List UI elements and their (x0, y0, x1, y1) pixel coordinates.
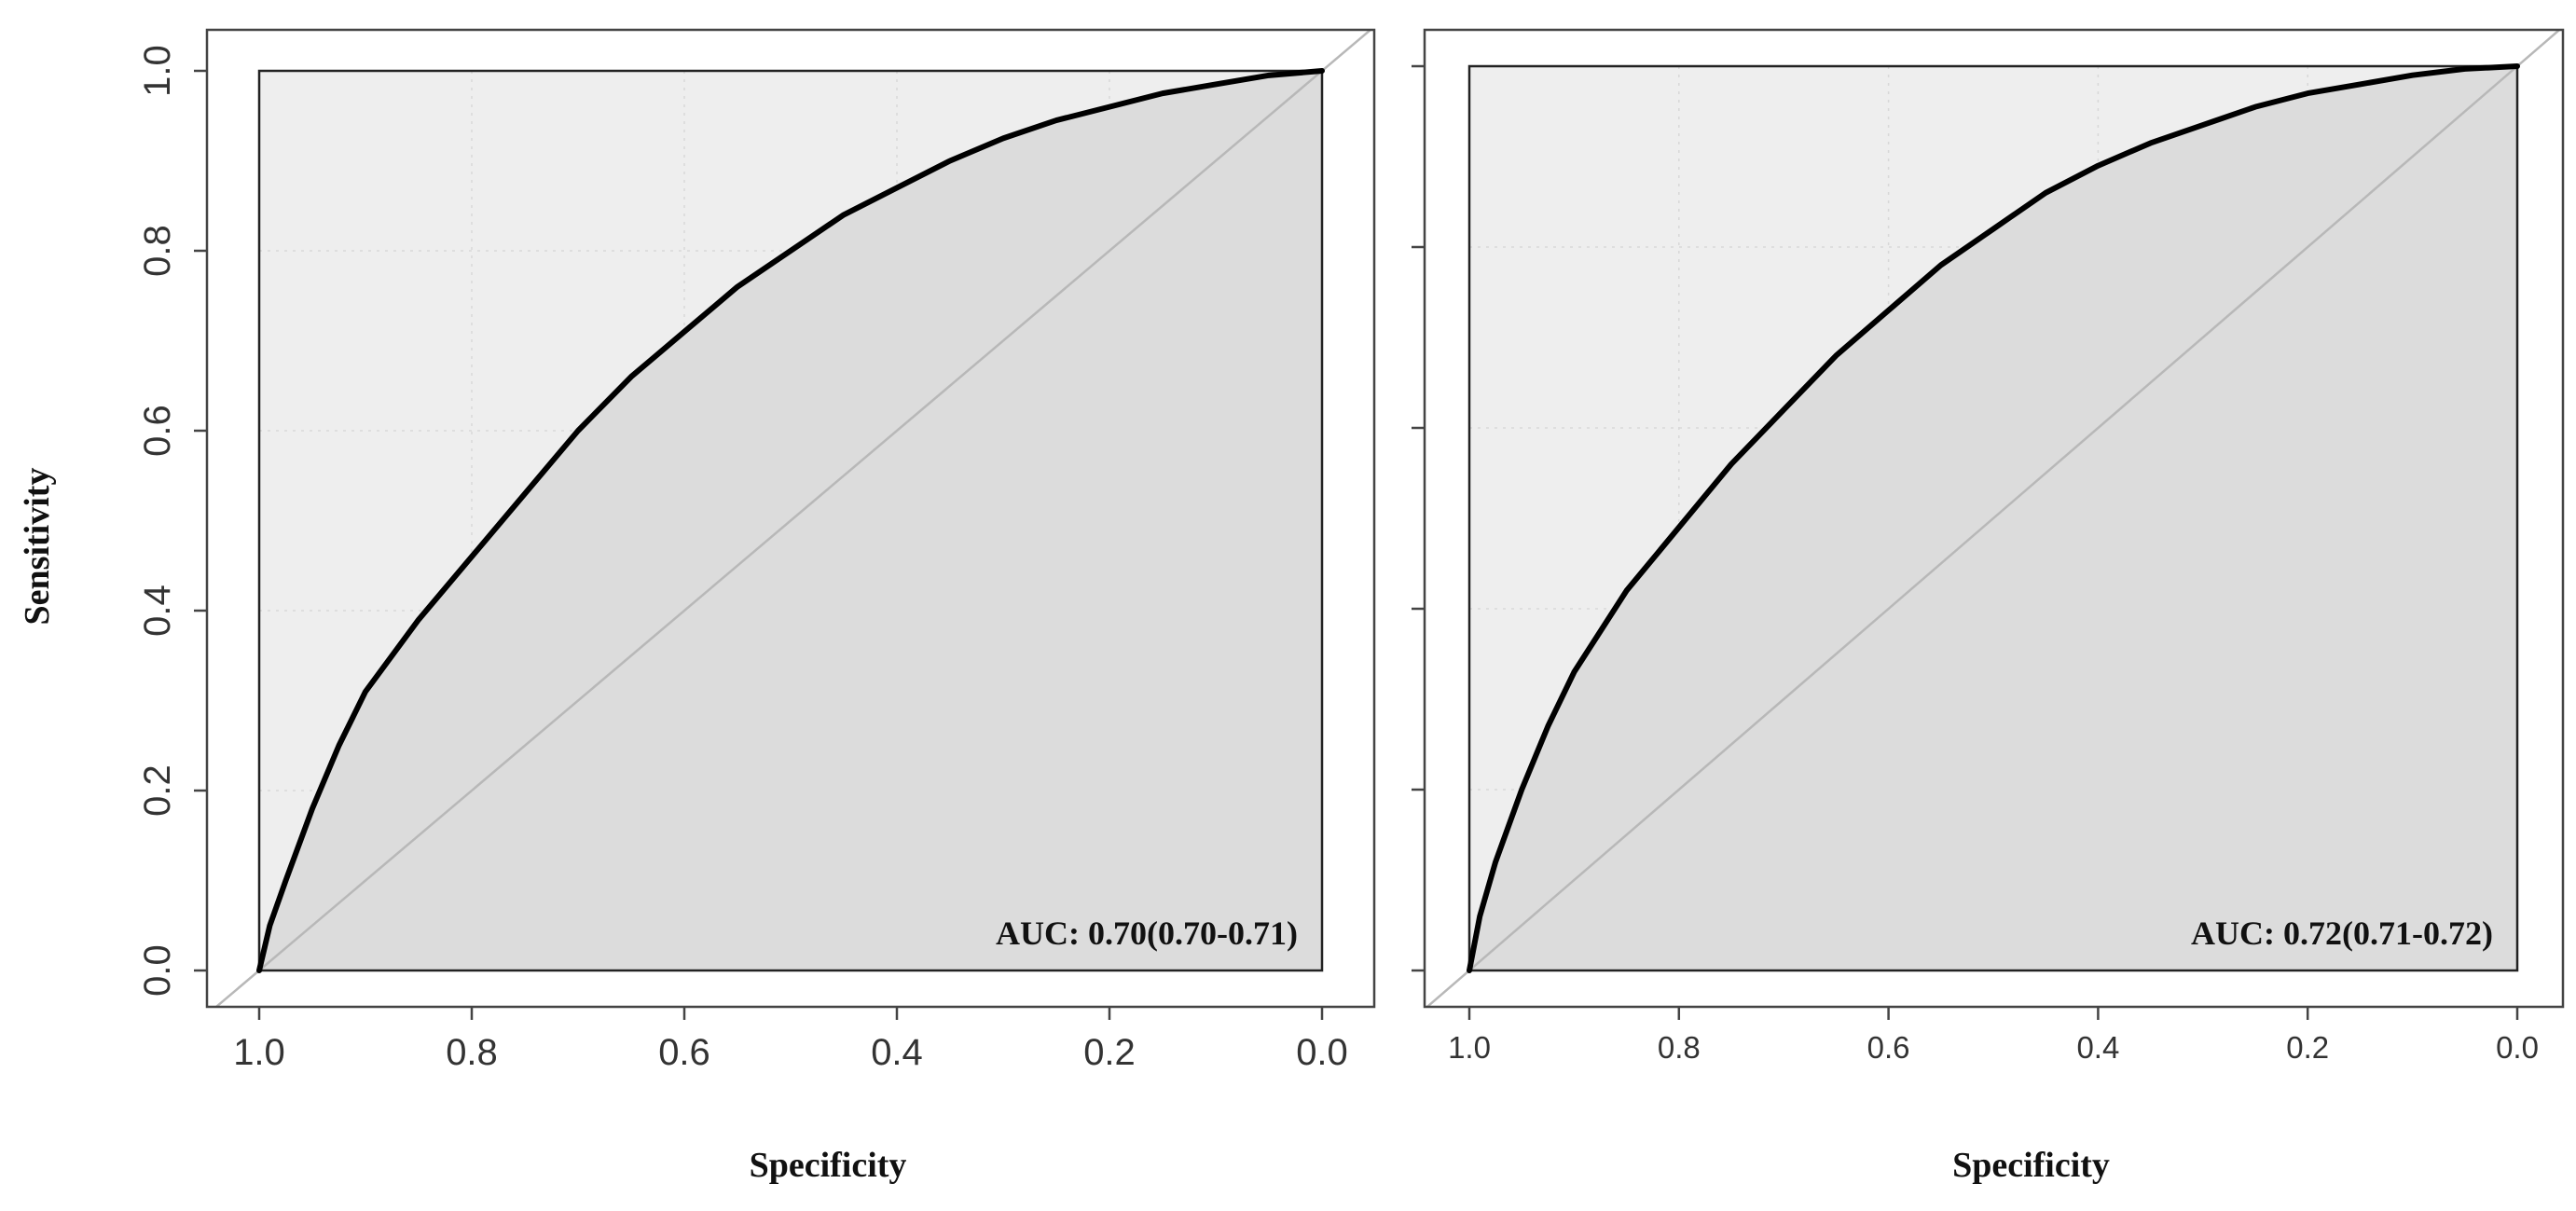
panel-border (1423, 28, 2565, 1009)
x-tick-label: 0.8 (446, 1032, 498, 1073)
x-tick-label: 0.6 (1867, 1030, 1910, 1065)
y-tick-label: 0.8 (137, 225, 178, 277)
plot-frame (257, 69, 1324, 972)
y-tick-label: 0.6 (137, 405, 178, 457)
roc-panel-1: 1.0 0.8 0.6 0.4 0.2 0.0 0.0 0.2 0.4 0.6 0.8 1.0 Spec… (18, 28, 1376, 1185)
x-tick-label: 1.0 (1448, 1030, 1491, 1065)
x-tick-label: 0.0 (2496, 1030, 2539, 1065)
x-tick-label: 0.8 (1658, 1030, 1701, 1065)
y-tick-label: 0.2 (137, 764, 178, 817)
x-axis-label: Specificity (750, 1146, 907, 1185)
roc-panel-2: 1.0 0.8 0.6 0.4 0.2 0.0 Specificity AUC: 0.72(0… (1412, 28, 2565, 1185)
reference-diagonal (1425, 30, 2562, 1007)
y-axis-label: Sensitivity (18, 468, 57, 626)
x-tick-label: 1.0 (233, 1032, 285, 1073)
y-tick-label: 0.4 (137, 585, 178, 637)
x-axis-label: Specificity (1952, 1146, 2110, 1185)
auc-annotation: AUC: 0.70(0.70-0.71) (996, 915, 1298, 952)
y-tick-label: 0.0 (137, 944, 178, 997)
auc-annotation: AUC: 0.72(0.71-0.72) (2191, 915, 2493, 952)
x-tick-label: 0.6 (658, 1032, 710, 1073)
roc-curve (1467, 63, 2520, 973)
x-tick-label: 0.2 (1083, 1032, 1136, 1073)
reference-diagonal (214, 30, 1372, 1007)
x-tick-label: 0.4 (2076, 1030, 2119, 1065)
roc-curve (256, 68, 1325, 973)
y-tick-label: 1.0 (137, 45, 178, 97)
x-tick-label: 0.0 (1296, 1032, 1348, 1073)
plot-frame (1467, 64, 2519, 972)
panel-border (205, 28, 1376, 1009)
x-tick-label: 0.2 (2286, 1030, 2329, 1065)
x-tick-label: 0.4 (871, 1032, 923, 1073)
